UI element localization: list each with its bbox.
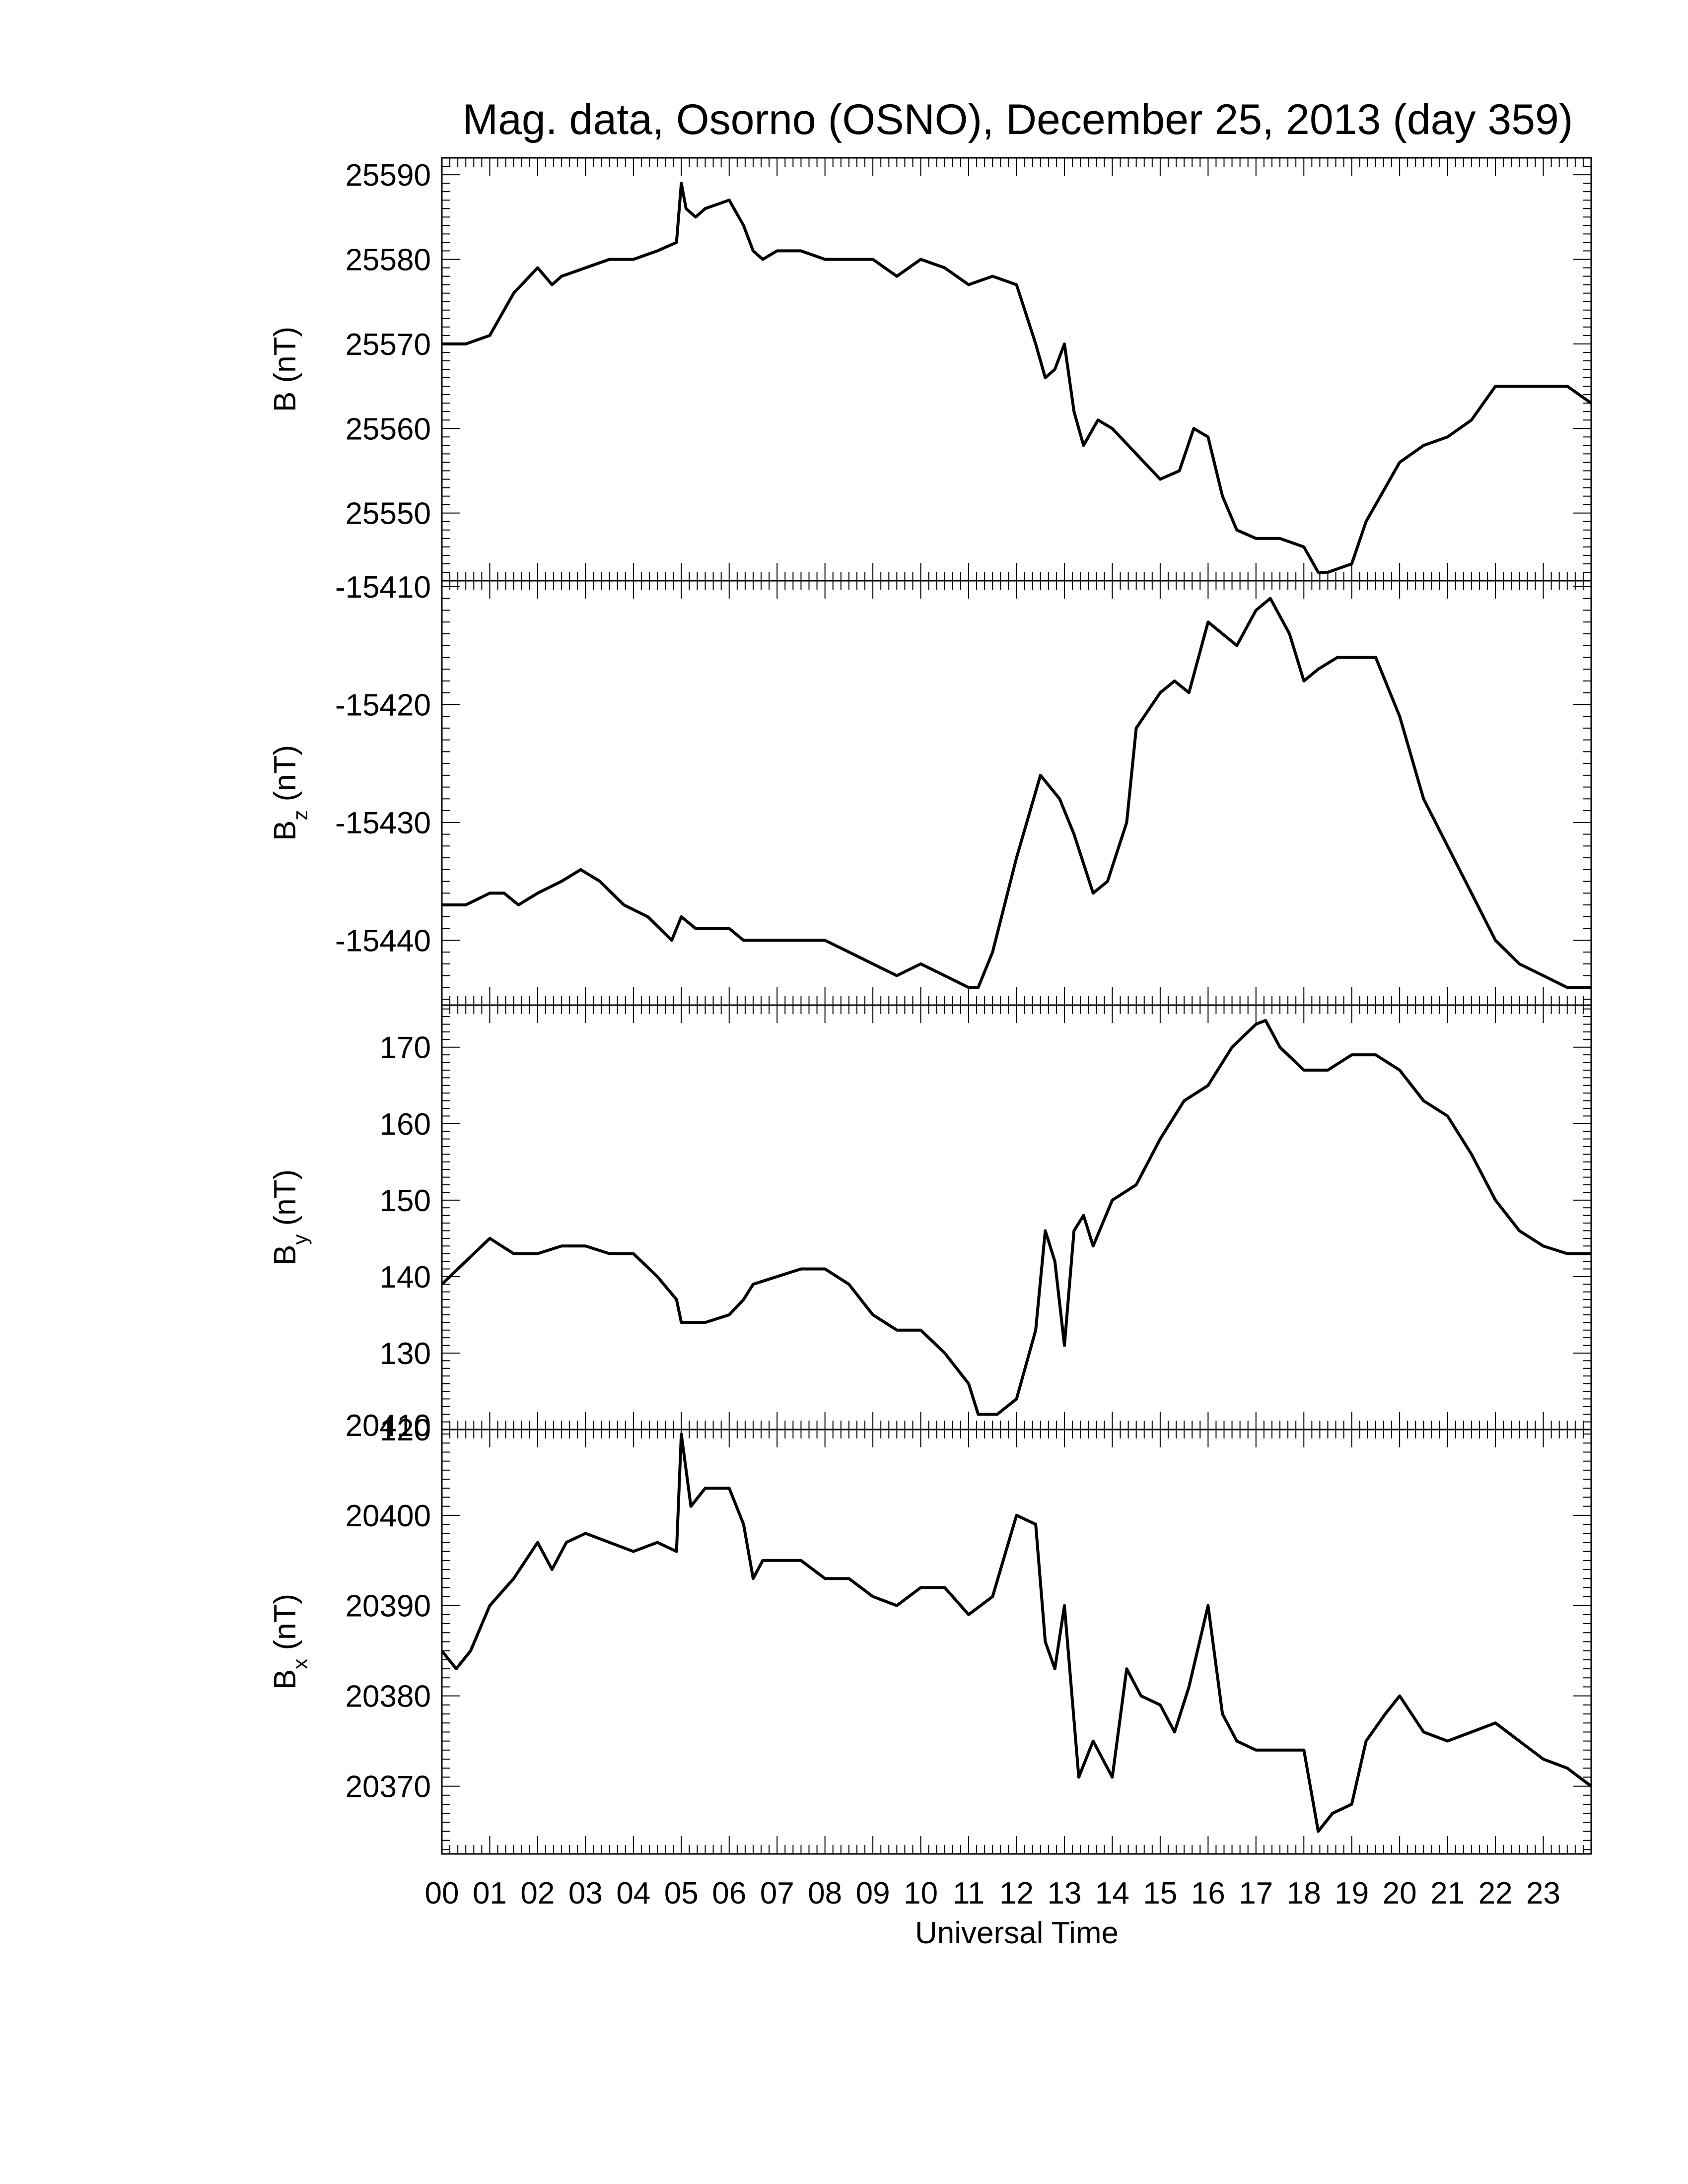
y-tick-label: 160 xyxy=(380,1107,431,1142)
y-tick-label: -15440 xyxy=(335,924,431,958)
y-tick-label: 20400 xyxy=(346,1499,431,1533)
y-axis-label: Bx (nT) xyxy=(268,1594,312,1690)
x-tick-label: 05 xyxy=(664,1876,699,1911)
x-axis: 00 01 02 03 04 05 06 07 08 09 10 11 12 13 14 15 16 17 18 19… xyxy=(425,1876,1561,1911)
y-tick-label: -15420 xyxy=(335,688,431,722)
panel-frame xyxy=(441,1004,1592,1431)
y-tick-label: 20380 xyxy=(346,1680,431,1714)
x-tick-label: 18 xyxy=(1287,1876,1321,1911)
y-tick-label: 140 xyxy=(380,1260,431,1295)
x-tick-label: 08 xyxy=(808,1876,842,1911)
series-line-bx xyxy=(440,1433,1592,1833)
x-tick-label: 00 xyxy=(425,1876,459,1911)
x-tick-label: 11 xyxy=(953,1876,985,1911)
x-tick-label: 07 xyxy=(760,1876,794,1911)
y-tick-label: 25560 xyxy=(346,412,431,446)
x-tick-label: 06 xyxy=(712,1876,746,1911)
panel-bz: -15440 -15430 -15420 -15410 Bz (nT) xyxy=(268,570,1592,1006)
y-tick-label: 25590 xyxy=(346,158,431,193)
y-tick-label: -15430 xyxy=(335,806,431,840)
y-tick-label: 170 xyxy=(380,1031,431,1065)
x-tick-label: 17 xyxy=(1239,1876,1273,1911)
x-tick-label: 22 xyxy=(1478,1876,1513,1911)
x-tick-label: 01 xyxy=(473,1876,507,1911)
x-tick-label: 10 xyxy=(904,1876,938,1911)
y-tick-label: 150 xyxy=(380,1184,431,1218)
y-tick-label: 20370 xyxy=(346,1770,431,1804)
y-tick-label: 25550 xyxy=(346,497,431,531)
y-tick-label: 130 xyxy=(380,1337,431,1371)
panel-frame xyxy=(441,1429,1592,1855)
series-line-by xyxy=(440,1019,1591,1416)
x-tick-label: 09 xyxy=(856,1876,890,1911)
x-tick-label: 02 xyxy=(520,1876,555,1911)
x-tick-label: 21 xyxy=(1430,1876,1465,1911)
x-tick-label: 19 xyxy=(1335,1876,1369,1911)
panel-by: 120 130 140 150 160 170 By (nT) xyxy=(268,1004,1592,1447)
x-tick-label: 14 xyxy=(1095,1876,1129,1911)
x-tick-label: 03 xyxy=(568,1876,603,1911)
panel-frame xyxy=(441,580,1592,1006)
chart-title: Mag. data, Osorno (OSNO), December 25, 2… xyxy=(462,96,1573,143)
panel-b: 25550 25560 25570 25580 25590 B (nT) xyxy=(268,157,1592,582)
x-axis-label: Universal Time xyxy=(915,1916,1119,1950)
y-tick-label: -15410 xyxy=(335,570,431,605)
y-axis-label: Bz (nT) xyxy=(268,745,312,841)
panel-bx: 20370 20380 20390 20400 20410 Bx (nT) xyxy=(268,1409,1592,1855)
panel-frame xyxy=(441,157,1592,582)
x-tick-label: 23 xyxy=(1526,1876,1560,1911)
x-tick-label: 04 xyxy=(616,1876,650,1911)
x-tick-label: 12 xyxy=(999,1876,1034,1911)
y-tick-label: 120 xyxy=(380,1413,431,1447)
y-tick-label: 20410 xyxy=(346,1409,431,1443)
series-line-bz xyxy=(442,597,1591,989)
y-tick-label: 25580 xyxy=(346,243,431,277)
y-axis-label: By (nT) xyxy=(268,1169,312,1265)
y-tick-label: 20390 xyxy=(346,1589,431,1624)
x-tick-label: 20 xyxy=(1383,1876,1417,1911)
y-tick-label: 25570 xyxy=(346,328,431,362)
y-axis-label: B (nT) xyxy=(268,327,302,412)
x-tick-label: 13 xyxy=(1047,1876,1081,1911)
series-line-b xyxy=(442,182,1592,574)
x-tick-label: 16 xyxy=(1191,1876,1225,1911)
x-tick-label: 15 xyxy=(1143,1876,1177,1911)
